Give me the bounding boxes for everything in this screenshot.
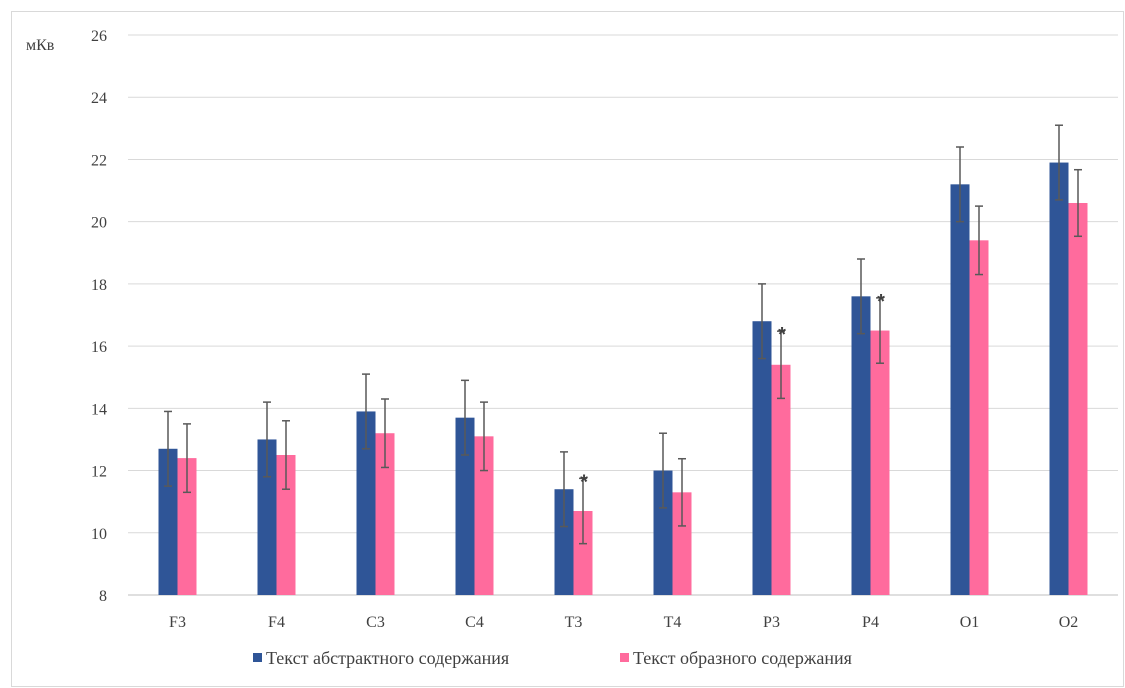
y-tick-label: 16 [91,339,107,356]
error-bar [659,432,667,509]
x-tick-label: O1 [960,614,980,631]
error-bar [282,420,290,490]
x-tick-label: T3 [565,614,583,631]
ticks: 8 10 12 14 16 18 20 22 24 26 F3 F4 C3 C4 T3 T4 P3 P4 O1 O2 [91,28,1078,631]
x-tick-label: F4 [268,614,285,631]
x-tick-label: F3 [169,614,186,631]
error-bar [560,451,568,528]
error-bar [381,398,389,469]
legend-label: Текст образного содержания [633,648,852,668]
bar [257,439,277,595]
bar [177,458,197,595]
bars [158,162,1088,596]
bar [653,470,673,595]
legend-label: Текст абстрактного содержания [266,648,509,668]
significance-marker: * [877,291,885,313]
bar [752,321,772,595]
x-tick-label: T4 [664,614,682,631]
bar [375,433,395,595]
error-bar [579,477,587,545]
bar [356,411,376,595]
bar [474,436,494,595]
bar [573,511,593,595]
x-tick-label: C4 [465,614,484,631]
bar [771,364,791,595]
x-tick-label: C3 [366,614,385,631]
y-tick-label: 12 [91,464,107,481]
error-bar [758,283,766,360]
y-tick-label: 26 [91,28,107,45]
bar [851,296,871,595]
error-bar [183,423,191,494]
bar [870,330,890,595]
y-tick-label: 22 [91,152,107,169]
y-tick-label: 20 [91,215,107,232]
y-tick-label: 8 [99,588,107,605]
error-bar [164,410,172,487]
error-bar [857,258,865,335]
bar [1049,162,1069,596]
bar [1068,203,1088,595]
legend: Текст абстрактного содержания Текст образ… [253,648,852,668]
error-bar [678,457,686,527]
y-tick-label: 10 [91,526,107,543]
error-bar [461,379,469,456]
error-bar [956,146,964,223]
bar [950,184,970,596]
legend-swatch [620,653,629,662]
y-tick-label: 18 [91,277,107,294]
error-bar [263,401,271,478]
bar [969,240,989,596]
error-bars: * * * [164,124,1082,545]
bar [554,489,574,595]
significance-marker: * [580,471,588,493]
error-bar [975,205,983,276]
bar [158,448,178,595]
y-tick-label: 24 [91,90,107,107]
error-bar [362,373,370,450]
x-tick-label: P4 [862,614,879,631]
error-bar [777,330,785,400]
y-tick-label: 14 [91,401,107,418]
y-axis-label: мКв [26,37,55,54]
x-tick-label: O2 [1059,614,1079,631]
x-tick-label: P3 [763,614,780,631]
error-bar [1074,168,1082,238]
bar [672,492,692,595]
significance-marker: * [778,324,786,346]
error-bar [1055,124,1063,201]
error-bar [480,401,488,472]
bar [276,455,296,595]
bar [455,417,475,595]
legend-swatch [253,653,262,662]
error-bar [876,297,884,364]
